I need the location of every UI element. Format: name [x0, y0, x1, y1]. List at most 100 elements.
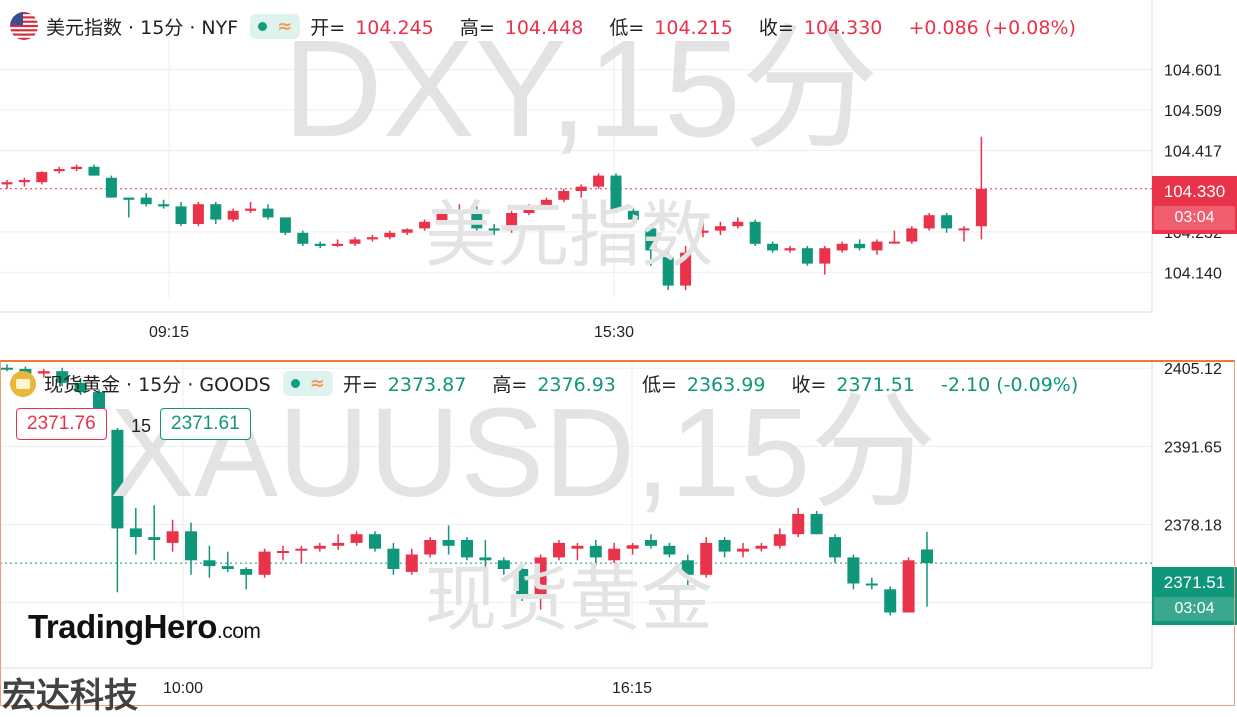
- candle[interactable]: [479, 540, 492, 578]
- candle[interactable]: [610, 173, 622, 213]
- candle[interactable]: [921, 531, 933, 607]
- candle[interactable]: [871, 239, 883, 255]
- candle[interactable]: [387, 542, 400, 575]
- candle[interactable]: [185, 522, 197, 575]
- candle[interactable]: [314, 241, 326, 249]
- candle[interactable]: [663, 542, 676, 558]
- candle[interactable]: [773, 528, 786, 549]
- candle[interactable]: [680, 246, 692, 290]
- candle[interactable]: [111, 428, 124, 593]
- candle[interactable]: [681, 554, 694, 587]
- candle[interactable]: [36, 171, 48, 185]
- candle[interactable]: [175, 202, 187, 227]
- candle[interactable]: [1, 180, 13, 189]
- candle[interactable]: [497, 557, 510, 575]
- candle[interactable]: [56, 367, 69, 387]
- candle[interactable]: [553, 540, 565, 561]
- candle[interactable]: [558, 188, 570, 202]
- candle[interactable]: [755, 542, 768, 552]
- candle[interactable]: [645, 224, 657, 266]
- candle[interactable]: [902, 557, 915, 613]
- candle[interactable]: [350, 531, 363, 546]
- candle[interactable]: [1, 364, 13, 372]
- candle[interactable]: [436, 210, 448, 224]
- candle[interactable]: [737, 542, 749, 558]
- candle[interactable]: [453, 204, 465, 218]
- candle[interactable]: [279, 217, 291, 235]
- dxy-symbol[interactable]: 美元指数 · 15分 · NYF: [46, 16, 239, 39]
- candle[interactable]: [332, 534, 345, 550]
- candle[interactable]: [627, 208, 639, 224]
- candle[interactable]: [210, 202, 222, 224]
- candle[interactable]: [589, 540, 602, 567]
- candle[interactable]: [714, 221, 726, 235]
- candle[interactable]: [506, 210, 518, 233]
- candle[interactable]: [792, 508, 805, 538]
- candle[interactable]: [240, 567, 253, 590]
- panel-divider[interactable]: [0, 340, 1237, 360]
- candle[interactable]: [158, 199, 170, 209]
- candle[interactable]: [405, 548, 418, 575]
- candle[interactable]: [836, 241, 848, 253]
- candle[interactable]: [166, 519, 179, 552]
- candle[interactable]: [105, 175, 117, 198]
- candle[interactable]: [732, 217, 744, 229]
- candle[interactable]: [700, 537, 713, 578]
- candle[interactable]: [488, 224, 500, 235]
- candle[interactable]: [369, 531, 381, 552]
- candle[interactable]: [801, 246, 813, 266]
- candle[interactable]: [192, 202, 204, 227]
- candle[interactable]: [401, 228, 413, 235]
- candle[interactable]: [697, 221, 709, 238]
- candle[interactable]: [865, 577, 878, 590]
- candle[interactable]: [277, 545, 289, 561]
- candle[interactable]: [819, 246, 831, 275]
- candle[interactable]: [129, 508, 142, 555]
- candle[interactable]: [516, 566, 529, 601]
- candle[interactable]: [923, 213, 935, 231]
- xauusd-status-pill[interactable]: ≈: [282, 371, 333, 396]
- candle[interactable]: [313, 542, 326, 552]
- candle[interactable]: [575, 184, 587, 198]
- candle[interactable]: [88, 164, 100, 176]
- candle[interactable]: [608, 542, 621, 564]
- candle[interactable]: [523, 204, 535, 216]
- candle[interactable]: [461, 537, 473, 561]
- candle[interactable]: [384, 230, 396, 240]
- candle[interactable]: [767, 241, 779, 253]
- candle[interactable]: [884, 586, 897, 616]
- xauusd-symbol[interactable]: 现货黄金 · 15分 · GOODS: [44, 374, 271, 396]
- candle[interactable]: [471, 206, 483, 231]
- candle[interactable]: [784, 246, 796, 253]
- candle[interactable]: [262, 204, 274, 220]
- candle[interactable]: [906, 226, 918, 244]
- candle[interactable]: [74, 378, 87, 395]
- candle[interactable]: [847, 554, 860, 590]
- candle[interactable]: [53, 166, 65, 174]
- dxy-chart-canvas[interactable]: 104.601104.509104.417104.232104.14009:15…: [0, 0, 1237, 340]
- candle[interactable]: [227, 208, 239, 222]
- buy-price-button[interactable]: 2371.61: [160, 408, 251, 440]
- candle[interactable]: [645, 534, 657, 549]
- candle[interactable]: [442, 525, 455, 555]
- candle[interactable]: [424, 537, 437, 558]
- candle[interactable]: [571, 542, 584, 561]
- candle[interactable]: [297, 230, 309, 246]
- candle[interactable]: [854, 239, 866, 251]
- candle[interactable]: [37, 368, 50, 378]
- dxy-chart-panel[interactable]: 104.601104.509104.417104.232104.14009:15…: [0, 0, 1237, 340]
- candle[interactable]: [332, 239, 344, 247]
- candle[interactable]: [419, 219, 431, 231]
- candle[interactable]: [888, 230, 900, 244]
- candle[interactable]: [349, 237, 361, 246]
- candle[interactable]: [626, 542, 639, 555]
- candle[interactable]: [366, 235, 378, 242]
- candle[interactable]: [749, 219, 761, 246]
- candle[interactable]: [18, 177, 30, 187]
- dxy-status-pill[interactable]: ≈: [250, 13, 301, 39]
- candle[interactable]: [540, 197, 552, 209]
- candle[interactable]: [810, 511, 823, 535]
- candle[interactable]: [829, 534, 841, 564]
- candle[interactable]: [140, 193, 152, 207]
